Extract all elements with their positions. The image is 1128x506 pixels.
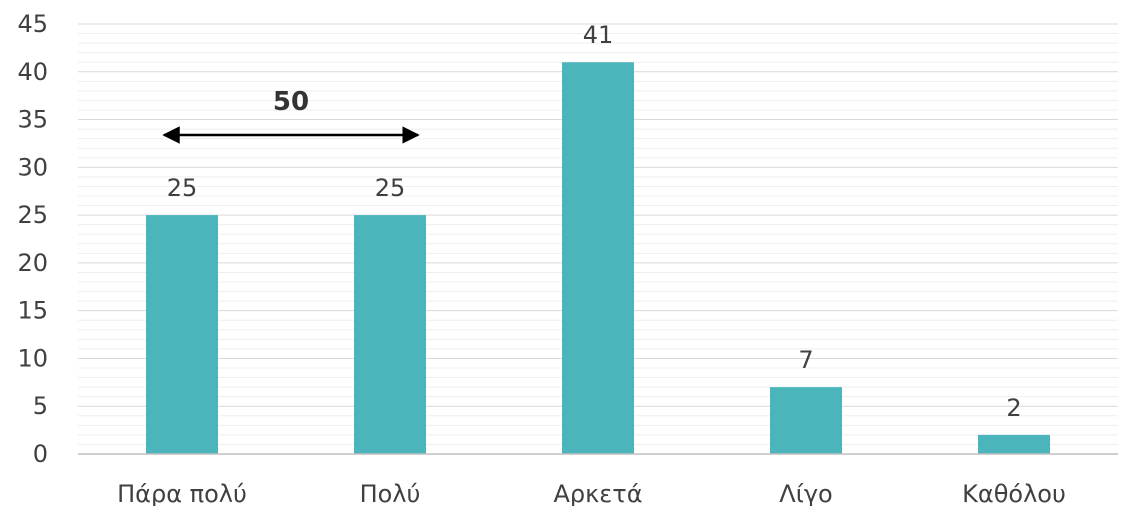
y-tick-label: 20: [17, 249, 48, 277]
y-tick-label: 5: [33, 392, 48, 420]
x-tick-label: Πάρα πολύ: [117, 480, 247, 506]
y-tick-label: 35: [17, 106, 48, 134]
annotation-label: 50: [273, 87, 309, 117]
y-tick-label: 30: [17, 153, 48, 181]
data-label: 25: [375, 174, 406, 202]
annotation: 50: [162, 87, 420, 144]
x-axis: Πάρα πολύ Πολύ Αρκετά Λίγο Καθόλου: [78, 453, 1118, 506]
x-tick-label: Λίγο: [779, 480, 832, 506]
bar: [770, 387, 842, 454]
bar: [978, 434, 1050, 454]
x-tick-label: Αρκετά: [553, 480, 642, 506]
y-axis: 0 5 10 15 20 25 30 35 40 45: [17, 10, 48, 468]
data-label: 7: [798, 346, 813, 374]
y-tick-label: 25: [17, 201, 48, 229]
data-label: 41: [583, 21, 614, 49]
data-label: 2: [1006, 394, 1021, 422]
y-tick-label: 10: [17, 344, 48, 372]
x-tick-label: Καθόλου: [962, 480, 1066, 506]
y-tick-label: 45: [17, 10, 48, 38]
bar: [146, 215, 218, 454]
y-tick-label: 40: [17, 58, 48, 86]
x-tick-label: Πολύ: [360, 480, 421, 506]
bar: [562, 62, 634, 454]
bars: [146, 62, 1050, 454]
y-tick-label: 15: [17, 297, 48, 325]
y-tick-label: 0: [33, 440, 48, 468]
bar: [354, 215, 426, 454]
data-label: 25: [167, 174, 198, 202]
data-labels: 25 25 41 7 2: [167, 21, 1022, 422]
